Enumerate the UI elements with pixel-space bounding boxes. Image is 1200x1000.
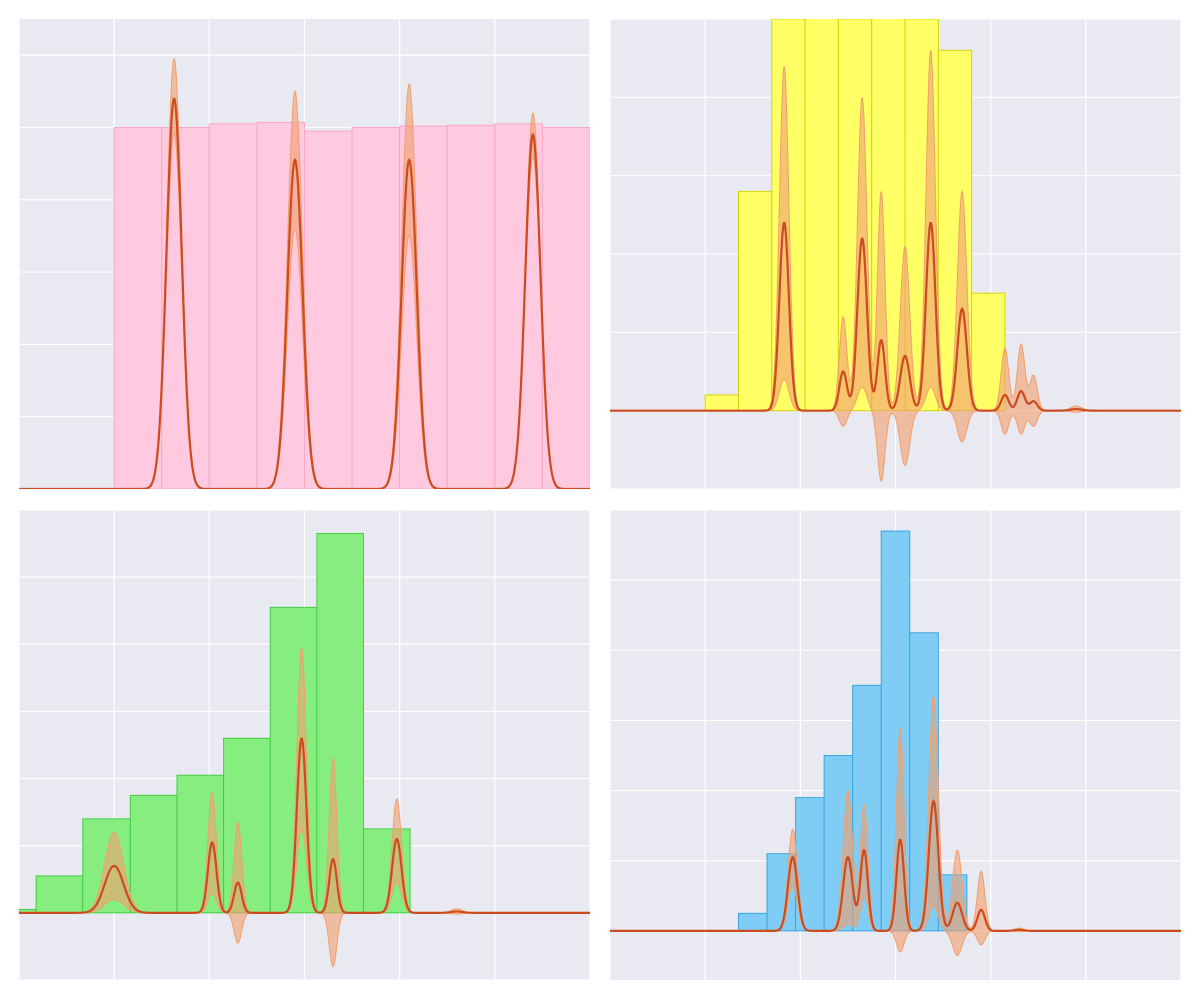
histogram-bar	[129, 794, 178, 914]
histogram-bar	[316, 533, 365, 914]
histogram-bar	[351, 126, 401, 489]
histogram-bar	[35, 875, 84, 914]
kde-line	[19, 737, 590, 914]
kde-line	[19, 97, 590, 489]
chart-svg-top-left	[19, 19, 590, 489]
histogram-bar	[737, 912, 768, 932]
histogram-bar	[446, 124, 496, 489]
kde-line	[610, 798, 1181, 932]
chart-panel-bottom-right	[610, 510, 1181, 980]
kde-line	[610, 221, 1181, 412]
chart-panel-top-right	[610, 19, 1181, 489]
kde-confidence-band	[19, 647, 590, 968]
histogram-bar	[208, 123, 258, 489]
histogram-bar	[737, 190, 773, 412]
chart-svg-top-right	[610, 19, 1181, 489]
histogram-bar	[541, 126, 590, 489]
histogram-bar	[704, 394, 739, 412]
chart-panel-bottom-left	[19, 510, 590, 980]
histogram-bar	[223, 737, 271, 914]
chart-svg-bottom-right	[610, 510, 1181, 980]
chart-panel-top-left	[19, 19, 590, 489]
histogram-bar	[304, 130, 353, 489]
histogram-bar	[804, 19, 839, 412]
histogram-bar	[113, 126, 163, 489]
chart-svg-bottom-left	[19, 510, 590, 980]
